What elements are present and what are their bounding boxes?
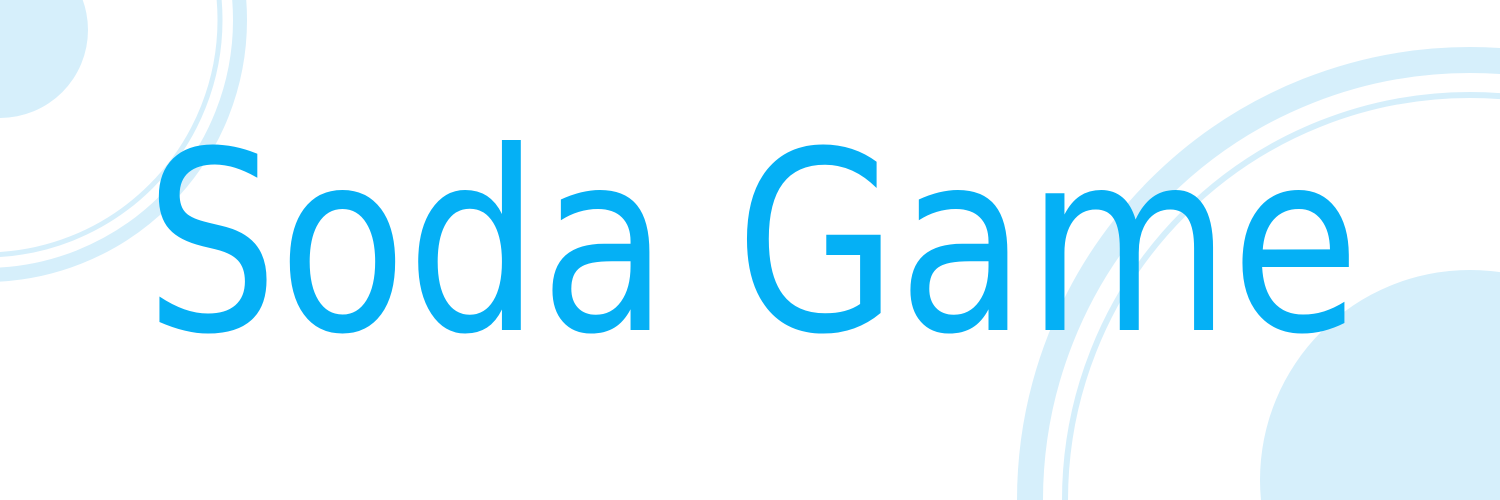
deco-circle [0,0,88,118]
deco-ring [1062,92,1500,500]
deco-ring [1017,47,1500,500]
deco-circle [1260,270,1500,500]
title: Soda Game [145,98,1360,389]
deco-ring [0,0,223,257]
deco-ring [0,0,247,282]
